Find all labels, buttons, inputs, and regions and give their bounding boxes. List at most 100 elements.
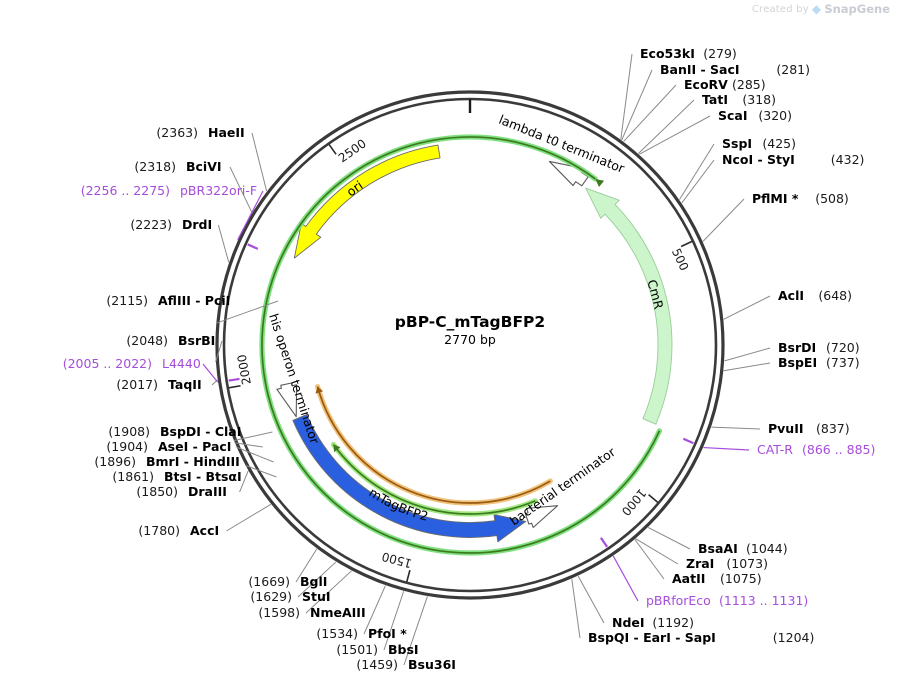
label-pfoi[interactable]: (1534) PfoI * xyxy=(316,626,407,641)
label-name-bsu36i: Bsu36I xyxy=(408,657,456,672)
leader-line xyxy=(239,470,249,493)
primer-tick-pbrforeco xyxy=(599,537,608,548)
label-pvuii[interactable]: PvuII (837) xyxy=(768,421,850,436)
leader-lines-group xyxy=(202,53,771,666)
label-pos-sspi: (425) xyxy=(762,136,796,151)
label-drdi[interactable]: (2223) DrdI xyxy=(130,217,212,232)
label-name-taqii: TaqII xyxy=(168,377,202,392)
label-banii-saci[interactable]: BanII - SacI (281) xyxy=(660,62,810,77)
label-btsi-btsai[interactable]: (1861) BtsI - BtsαI xyxy=(112,469,241,484)
label-pos-acci: (1780) xyxy=(138,523,180,538)
label-nmeaiii[interactable]: (1598) NmeAIII xyxy=(258,605,365,620)
leader-line xyxy=(571,578,581,639)
label-afliii-pcii[interactable]: (2115) AflIII - PciI xyxy=(106,293,230,308)
tick-mark-500 xyxy=(680,240,693,248)
label-sspi[interactable]: SspI (425) xyxy=(722,136,796,151)
label-bspei[interactable]: BspEI (737) xyxy=(778,355,860,370)
leader-line xyxy=(702,198,745,242)
label-pos-bsaai: (1044) xyxy=(746,541,788,556)
label-scai[interactable]: ScaI (320) xyxy=(718,108,792,123)
label-name-ncoi-styi: NcoI - StyI xyxy=(722,152,795,167)
leader-line xyxy=(621,69,653,141)
leader-line xyxy=(620,53,633,140)
label-acli[interactable]: AclI (648) xyxy=(778,288,852,303)
label-tati[interactable]: TatI (318) xyxy=(702,92,776,107)
label-pos-bsrbi: (2048) xyxy=(126,333,168,348)
label-name-pfoi: PfoI * xyxy=(368,626,407,641)
label-eco53ki[interactable]: Eco53kI (279) xyxy=(640,46,737,61)
label-aatii[interactable]: AatII (1075) xyxy=(672,571,762,586)
label-bgli[interactable]: (1669) BglI xyxy=(248,574,327,589)
leader-line xyxy=(234,442,263,448)
feature-bacterial-terminator[interactable] xyxy=(524,505,559,529)
leader-line xyxy=(244,464,277,478)
label-bspdi-clai[interactable]: (1908) BspDI - ClaI xyxy=(108,424,241,439)
leader-line xyxy=(237,190,264,241)
label-bsrdi[interactable]: BsrDI (720) xyxy=(778,340,860,355)
label-bbsi[interactable]: (1501) BbsI xyxy=(336,642,418,657)
tick-label-2000: 2000 xyxy=(235,353,254,386)
leader-line xyxy=(236,446,274,463)
label-ecorv[interactable]: EcoRV (285) xyxy=(684,77,766,92)
label-name-btsi-btsai: BtsI - BtsαI xyxy=(164,469,242,484)
label-pos-aatii: (1075) xyxy=(720,571,762,586)
label-bsrbi[interactable]: (2048) BsrBI xyxy=(126,333,215,348)
label-haeii[interactable]: (2363) HaeII xyxy=(156,125,244,140)
label-ndei[interactable]: NdeI (1192) xyxy=(612,615,694,630)
label-bsu36i[interactable]: (1459) Bsu36I xyxy=(356,657,456,672)
feature-his-operon-terminator[interactable] xyxy=(276,382,298,418)
label-name-scai: ScaI xyxy=(718,108,748,123)
label-pos-bsrdi: (720) xyxy=(826,340,860,355)
label-bspqi-eari-sapi[interactable]: BspQI - EarI - SapI (1204) xyxy=(588,630,814,645)
feature-label-cmr: CmR xyxy=(644,278,666,311)
leader-line xyxy=(297,561,337,598)
feature-mtagbfp2[interactable] xyxy=(292,414,527,543)
label-name-bsrdi: BsrDI xyxy=(778,340,816,355)
label-taqii[interactable]: (2017) TaqII xyxy=(116,377,201,392)
leader-line xyxy=(229,166,253,213)
label-bsaai[interactable]: BsaAI (1044) xyxy=(698,541,788,556)
label-pflmi[interactable]: PflMI * (508) xyxy=(752,191,849,206)
leader-line xyxy=(681,159,715,204)
label-stui[interactable]: (1629) StuI xyxy=(250,589,330,604)
label-asei-paci[interactable]: (1904) AseI - PacI xyxy=(106,439,231,454)
label-ncoi-styi[interactable]: NcoI - StyI (432) xyxy=(722,152,864,167)
label-name-draiii: DraIII xyxy=(188,484,227,499)
label-name-bbsi: BbsI xyxy=(388,642,419,657)
primer-tick-l4440 xyxy=(228,377,240,382)
label-cat-r[interactable]: CAT-R (866 .. 885) xyxy=(757,442,875,457)
label-bmri-hindiii[interactable]: (1896) BmrI - HindIII xyxy=(94,454,239,469)
leader-line xyxy=(723,295,771,320)
label-pbrforeco[interactable]: pBRforEco (1113 .. 1131) xyxy=(646,593,808,608)
leader-line xyxy=(295,548,318,583)
leader-line xyxy=(711,426,761,430)
label-pos-asei-paci: (1904) xyxy=(106,439,148,454)
label-pos-ecorv: (285) xyxy=(732,77,766,92)
label-acci[interactable]: (1780) AccI xyxy=(138,523,219,538)
label-zrai[interactable]: ZraI (1073) xyxy=(686,556,768,571)
label-name-bcivi: BciVI xyxy=(186,159,222,174)
leader-line xyxy=(251,132,268,192)
label-name-bspdi-clai: BspDI - ClaI xyxy=(160,424,241,439)
leader-line xyxy=(577,575,605,624)
label-pbr322ori-f[interactable]: (2256 .. 2275) pBR322ori-F xyxy=(81,183,257,198)
feature-cmr[interactable] xyxy=(585,187,673,425)
leader-line xyxy=(638,99,695,154)
primer-tick-pbr322ori-f xyxy=(247,243,259,250)
label-l4440[interactable]: (2005 .. 2022) L4440 xyxy=(63,356,201,371)
label-pos-tati: (318) xyxy=(742,92,776,107)
label-name-bsrbi: BsrBI xyxy=(178,333,215,348)
feature-ori[interactable] xyxy=(293,144,441,259)
leader-line xyxy=(215,340,223,363)
tick-label-500: 500 xyxy=(669,246,691,273)
feature-lambda-t0-terminator[interactable] xyxy=(548,160,589,187)
label-pos-bsu36i: (1459) xyxy=(356,657,398,672)
label-pos-bmri-hindiii: (1896) xyxy=(94,454,136,469)
label-pos-btsi-btsai: (1861) xyxy=(112,469,154,484)
label-pos-bspei: (737) xyxy=(826,355,860,370)
mtagbfp2-primer-arc-head xyxy=(333,444,341,453)
label-draiii[interactable]: (1850) DraIII xyxy=(136,484,227,499)
label-name-aatii: AatII xyxy=(672,571,705,586)
label-bcivi[interactable]: (2318) BciVI xyxy=(134,159,221,174)
primer-tick-cat-r xyxy=(682,437,694,445)
